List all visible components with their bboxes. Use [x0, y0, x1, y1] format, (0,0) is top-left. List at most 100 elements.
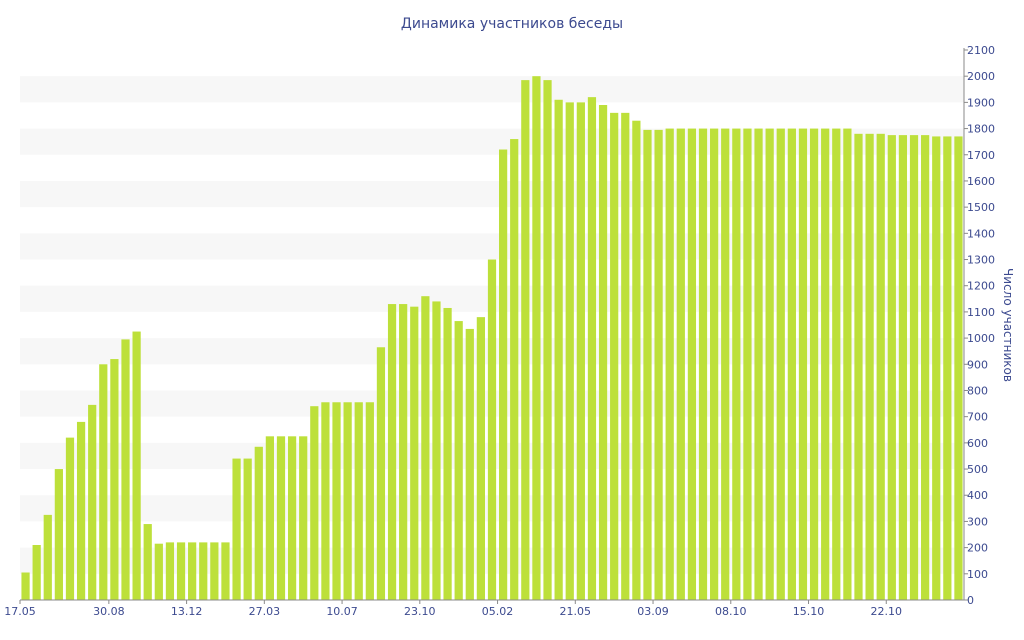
bar	[554, 99, 563, 600]
bar	[954, 136, 963, 600]
y-tick-label: 1800	[967, 123, 995, 136]
bar	[410, 306, 419, 600]
bar	[421, 296, 430, 600]
y-tick-label: 1900	[967, 96, 995, 109]
bar	[154, 543, 163, 600]
y-tick-label: 500	[967, 463, 988, 476]
y-tick-label: 700	[967, 411, 988, 424]
x-tick-label: 03.09	[637, 605, 669, 618]
bar	[165, 542, 175, 600]
y-tick-label: 1100	[967, 306, 995, 319]
bar	[232, 458, 241, 600]
y-tick-label: 200	[967, 542, 988, 555]
y-tick-label: 1300	[967, 254, 995, 267]
x-tick-label: 22.10	[871, 605, 903, 618]
y-tick-label: 300	[967, 515, 988, 528]
bar	[654, 129, 663, 600]
bar	[276, 436, 286, 600]
x-tick-label: 21.05	[560, 605, 592, 618]
x-tick-label: 23.10	[404, 605, 436, 618]
bar	[821, 128, 830, 600]
bar	[598, 105, 608, 600]
bar	[576, 102, 585, 600]
axes	[20, 48, 965, 601]
x-tick-label: 05.02	[482, 605, 514, 618]
bar	[354, 402, 363, 600]
bar	[943, 136, 952, 600]
bar	[365, 402, 374, 600]
bar	[254, 446, 263, 600]
bar	[565, 102, 574, 600]
bar	[721, 128, 730, 600]
bar	[43, 514, 52, 600]
bar	[210, 542, 219, 600]
y-tick-label: 1700	[967, 149, 995, 162]
bar	[843, 128, 852, 600]
bar	[543, 80, 552, 601]
bar	[454, 321, 463, 600]
x-tick-label: 17.05	[4, 605, 36, 618]
y-tick-label: 600	[967, 437, 988, 450]
bar	[65, 437, 75, 600]
y-tick-label: 1600	[967, 175, 995, 188]
bar	[132, 331, 141, 600]
bar	[332, 402, 341, 600]
y-tick-label: 1200	[967, 280, 995, 293]
y-tick-label: 400	[967, 489, 988, 502]
bar	[698, 128, 708, 600]
bar	[732, 128, 741, 600]
y-tick-label: 900	[967, 358, 988, 371]
y-tick-label: 1000	[967, 332, 995, 345]
bar	[99, 364, 108, 600]
bar	[110, 359, 119, 600]
x-tick-labels: 17.05 30.08 13.12 27.03 10.07 23.10 05.02 21.05…	[4, 600, 902, 618]
bar	[765, 128, 774, 600]
bar	[621, 112, 630, 601]
bar	[798, 128, 808, 600]
bar	[399, 304, 408, 600]
bar	[687, 128, 697, 600]
bar	[443, 307, 452, 600]
bar	[265, 436, 274, 600]
bar	[743, 128, 752, 600]
bar	[898, 135, 908, 600]
bar	[865, 133, 874, 600]
bar	[76, 421, 86, 600]
bar	[854, 133, 863, 600]
bar	[387, 304, 397, 600]
bar	[499, 149, 508, 600]
bar	[199, 542, 208, 600]
bar	[665, 128, 674, 600]
y-axis-label: Число участников	[1001, 268, 1015, 382]
bar	[343, 402, 352, 600]
x-tick-label: 08.10	[715, 605, 747, 618]
bar	[465, 328, 474, 600]
bar	[521, 80, 530, 601]
grid-band	[20, 76, 964, 103]
bar	[476, 317, 485, 600]
y-tick-label: 2100	[967, 44, 995, 57]
bar	[787, 128, 796, 600]
bar	[532, 76, 541, 600]
y-tick-label: 800	[967, 384, 988, 397]
bar	[299, 436, 308, 600]
x-tick-label: 10.07	[326, 605, 358, 618]
bar	[243, 458, 252, 600]
bar	[932, 136, 941, 600]
bar	[188, 542, 197, 600]
bar	[54, 469, 63, 600]
y-tick-label: 0	[967, 594, 974, 607]
bar	[610, 112, 619, 601]
bar	[176, 542, 186, 600]
y-tick-labels: 0 100 200 300 400 500 600 700 800 900 1000 1100 1200…	[964, 44, 995, 607]
x-tick-label: 27.03	[249, 605, 281, 618]
y-tick-label: 100	[967, 568, 988, 581]
bar	[909, 135, 919, 600]
chart-title: Динамика участников беседы	[401, 16, 623, 32]
y-tick-label: 2000	[967, 70, 995, 83]
bar	[887, 135, 896, 600]
bar	[287, 436, 297, 600]
bars	[21, 76, 963, 601]
bar	[487, 259, 497, 600]
